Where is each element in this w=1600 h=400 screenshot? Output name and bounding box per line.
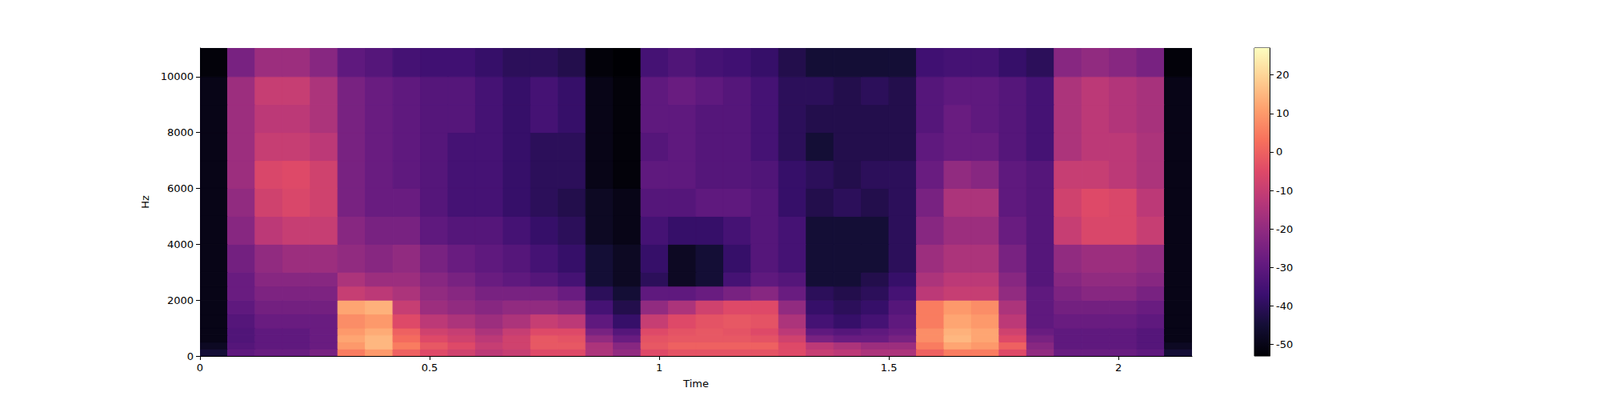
svg-text:0: 0: [1276, 145, 1283, 158]
svg-text:-20: -20: [1276, 223, 1293, 236]
svg-text:Hz: Hz: [139, 195, 152, 209]
svg-text:6000: 6000: [167, 182, 194, 195]
svg-text:10: 10: [1276, 107, 1290, 120]
svg-text:4000: 4000: [167, 238, 194, 251]
svg-text:-40: -40: [1276, 300, 1293, 312]
svg-text:0: 0: [196, 361, 204, 374]
svg-text:10000: 10000: [160, 70, 194, 83]
svg-text:-30: -30: [1276, 261, 1293, 274]
svg-text:Time: Time: [682, 377, 709, 390]
svg-text:8000: 8000: [167, 126, 194, 139]
svg-text:0.5: 0.5: [421, 361, 439, 374]
svg-text:0: 0: [187, 350, 194, 363]
svg-text:1: 1: [656, 361, 663, 374]
svg-text:2: 2: [1115, 361, 1122, 374]
svg-text:-50: -50: [1276, 338, 1293, 351]
svg-text:2000: 2000: [167, 294, 194, 307]
svg-text:20: 20: [1276, 68, 1290, 81]
svg-text:-10: -10: [1276, 184, 1293, 197]
svg-text:1.5: 1.5: [880, 361, 898, 374]
